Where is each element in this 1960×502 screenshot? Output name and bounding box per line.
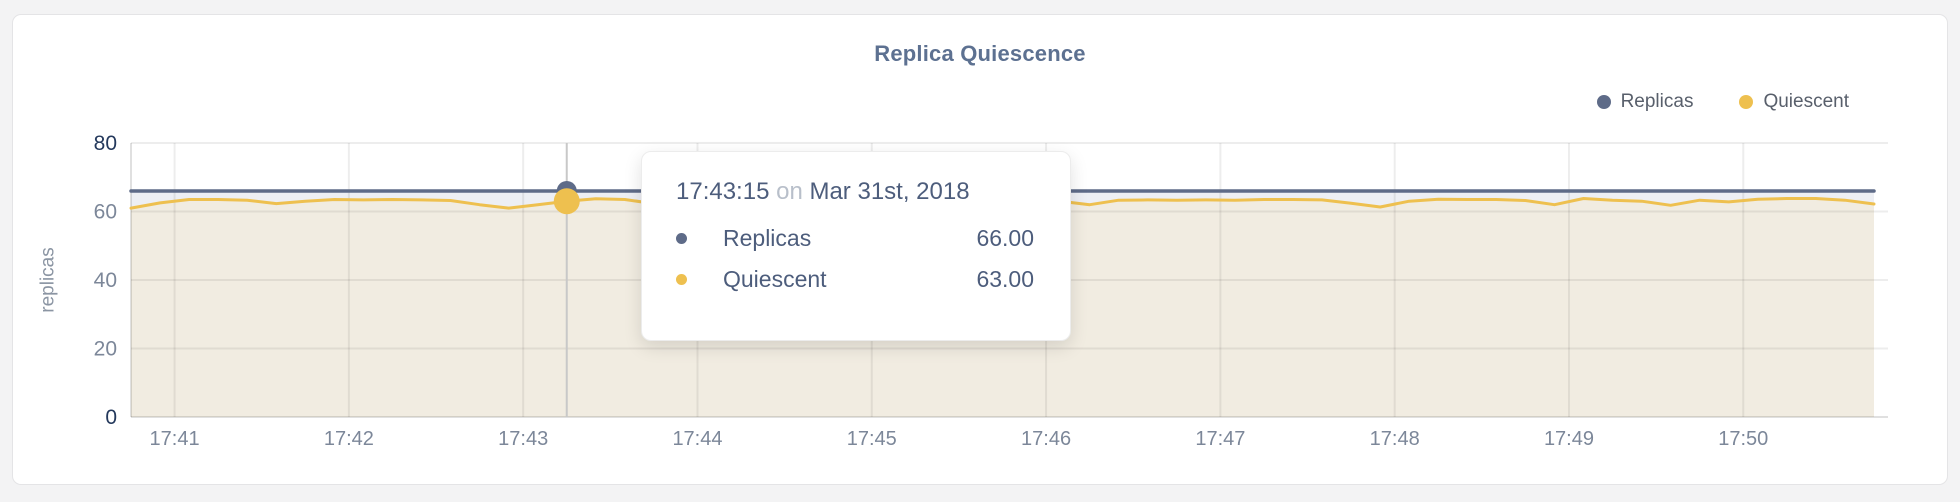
tooltip-series-value: 66.00 [976,224,1034,251]
legend: Replicas Quiescent [1596,91,1849,113]
x-tick-label: 17:43 [498,428,548,450]
tooltip-series-name: Quiescent [723,265,827,292]
y-tick-label: 40 [94,269,117,292]
y-tick-label: 80 [94,132,117,155]
tooltip-row-replicas: Replicas 66.00 [676,222,1034,254]
x-tick-label: 17:47 [1195,428,1245,450]
tooltip-date: Mar 31st, 2018 [809,178,970,205]
tooltip-row-quiescent: Quiescent 63.00 [676,263,1034,295]
chart-title: Replica Quiescence [874,41,1086,66]
tooltip-series-value: 63.00 [976,265,1034,292]
x-tick-label: 17:44 [672,428,722,450]
tooltip-conjunction: on [776,178,803,205]
y-tick-label: 0 [105,406,117,429]
hover-dot-quiescent [553,188,580,215]
chart-card: Replica Quiescence Replicas Quiescent re… [12,14,1948,485]
x-tick-label: 17:41 [150,428,200,450]
legend-item-quiescent[interactable]: Quiescent [1739,91,1849,113]
tooltip: 17:43:15 on Mar 31st, 2018 Replicas 66.0… [641,151,1071,341]
x-tick-label: 17:49 [1544,428,1594,450]
tooltip-series-name: Replicas [723,224,812,251]
x-tick-label: 17:48 [1370,428,1420,450]
x-tick-label: 17:46 [1021,428,1071,450]
tooltip-dot-quiescent-icon [676,273,687,285]
tooltip-header: 17:43:15 on Mar 31st, 2018 [676,178,1034,206]
x-tick-label: 17:42 [324,428,374,450]
y-tick-label: 20 [94,338,117,361]
legend-dot-replicas-icon [1596,95,1611,109]
legend-label-replicas: Replicas [1620,91,1694,112]
legend-dot-quiescent-icon [1739,95,1754,109]
tooltip-dot-replicas-icon [676,232,687,244]
legend-item-replicas[interactable]: Replicas [1596,91,1694,113]
legend-label-quiescent: Quiescent [1763,91,1849,112]
y-tick-label: 60 [94,201,117,224]
x-tick-label: 17:50 [1718,428,1768,450]
x-tick-label: 17:45 [847,428,897,450]
tooltip-time: 17:43:15 [676,178,770,205]
